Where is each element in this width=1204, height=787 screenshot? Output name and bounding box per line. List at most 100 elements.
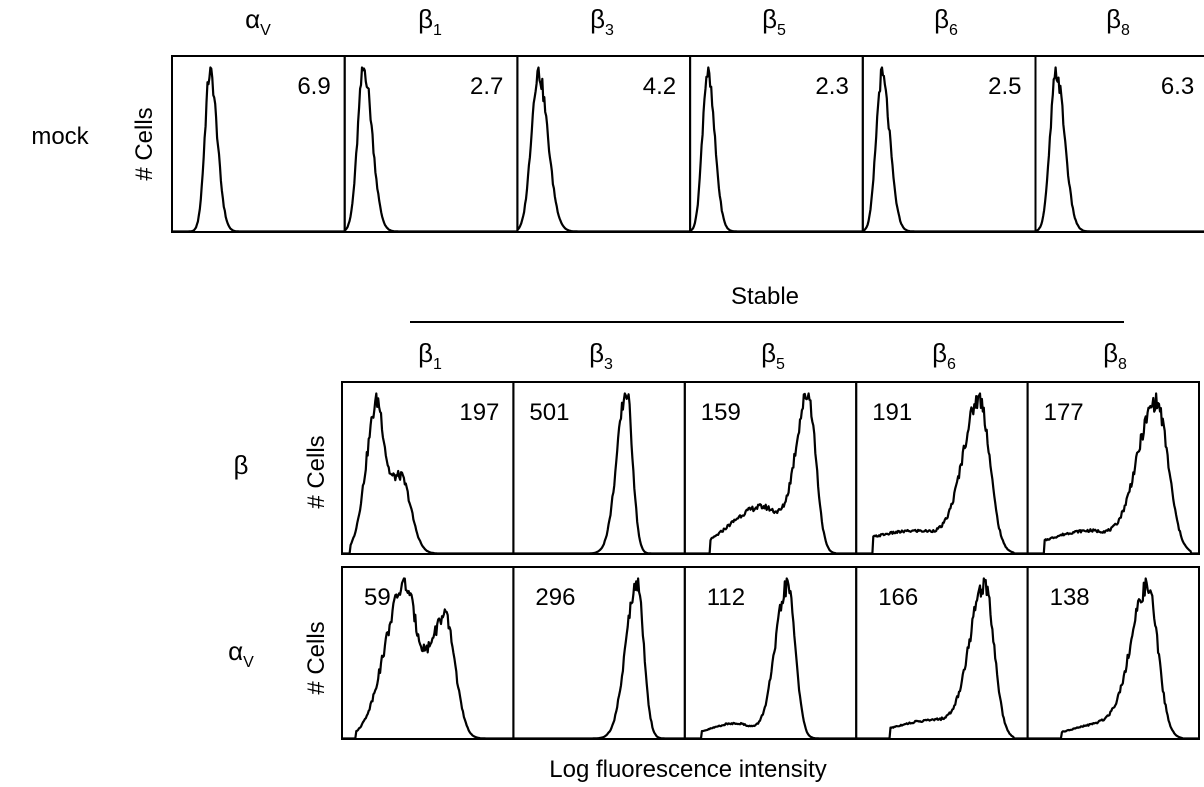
svg-text:β8: β8 bbox=[1103, 338, 1127, 373]
stable-column-header: β3 bbox=[589, 338, 613, 373]
mock-column-header-subscript: V bbox=[260, 22, 271, 39]
mock-panel: 2.3 bbox=[689, 55, 864, 233]
histogram-curve bbox=[341, 392, 514, 555]
histogram-curve bbox=[171, 66, 345, 233]
stable-panel: 159 bbox=[683, 381, 858, 555]
stable-title: Stable bbox=[731, 283, 799, 310]
mock-column-header-subscript: 6 bbox=[949, 22, 958, 39]
histogram-curve bbox=[513, 392, 685, 555]
mfi-value: 59 bbox=[364, 584, 391, 611]
x-axis-label: Log fluorescence intensity bbox=[549, 756, 827, 783]
stable-column-header-subscript: 6 bbox=[947, 356, 956, 373]
stable-column-header-symbol: β bbox=[589, 338, 604, 368]
mock-column-header: αV bbox=[245, 4, 271, 39]
mock-panel: 2.7 bbox=[343, 55, 519, 233]
histogram-curve bbox=[344, 66, 518, 233]
histogram-curve bbox=[1027, 577, 1200, 740]
svg-text:αV: αV bbox=[245, 4, 271, 39]
mock-column-header-subscript: 8 bbox=[1121, 22, 1130, 39]
stable-column-header: β6 bbox=[932, 338, 956, 373]
mock-column-header: β6 bbox=[934, 4, 958, 39]
stable-row-label: αV bbox=[228, 636, 254, 671]
mock-column-header: β3 bbox=[590, 4, 614, 39]
histogram-curve bbox=[1035, 66, 1204, 233]
stable-panel: 138 bbox=[1026, 566, 1200, 740]
svg-text:β1: β1 bbox=[418, 338, 442, 373]
mfi-value: 138 bbox=[1050, 584, 1090, 611]
mock-column-header-subscript: 1 bbox=[433, 22, 442, 39]
stable-column-header-subscript: 5 bbox=[776, 356, 785, 373]
mfi-value: 2.7 bbox=[470, 73, 503, 100]
svg-text:β6: β6 bbox=[934, 4, 958, 39]
mfi-value: 4.2 bbox=[643, 73, 676, 100]
stable-panel: 59 bbox=[341, 566, 515, 740]
mock-column-header: β1 bbox=[418, 4, 442, 39]
stable-panel: 501 bbox=[512, 381, 686, 555]
stable-row-label-symbol: β bbox=[234, 450, 249, 480]
mock-column-header-subscript: 3 bbox=[605, 22, 614, 39]
stable-column-header-symbol: β bbox=[761, 338, 776, 368]
stable-column-header-symbol: β bbox=[1103, 338, 1118, 368]
mock-column-header-symbol: β bbox=[1106, 4, 1121, 34]
mfi-value: 2.3 bbox=[815, 73, 848, 100]
stable-panel: 177 bbox=[1026, 381, 1200, 555]
mock-column-header: β5 bbox=[762, 4, 786, 39]
svg-text:β: β bbox=[234, 450, 249, 480]
histogram-curve bbox=[856, 577, 1028, 740]
mock-column-header-symbol: β bbox=[590, 4, 605, 34]
mock-panel: 2.5 bbox=[861, 55, 1037, 233]
histogram-curve bbox=[689, 66, 863, 233]
stable-panel: 112 bbox=[683, 566, 858, 740]
stable-column-header: β1 bbox=[418, 338, 442, 373]
svg-text:β5: β5 bbox=[762, 4, 786, 39]
stable-column-header: β8 bbox=[1103, 338, 1127, 373]
stable-panel: 191 bbox=[855, 381, 1029, 555]
mock-y-axis-label: # Cells bbox=[131, 107, 158, 180]
mfi-value: 6.9 bbox=[297, 73, 330, 100]
stable-column-header-symbol: β bbox=[418, 338, 433, 368]
mfi-value: 2.5 bbox=[988, 73, 1021, 100]
mfi-value: 501 bbox=[529, 399, 569, 426]
svg-text:β3: β3 bbox=[590, 4, 614, 39]
mfi-value: 197 bbox=[459, 399, 499, 426]
stable-panel: 166 bbox=[855, 566, 1029, 740]
mock-row-label: mock bbox=[31, 123, 89, 150]
stable-row-label-symbol: α bbox=[228, 636, 243, 666]
mock-column-header-subscript: 5 bbox=[777, 22, 786, 39]
svg-text:β1: β1 bbox=[418, 4, 442, 39]
mock-column-header: β8 bbox=[1106, 4, 1130, 39]
mfi-value: 166 bbox=[878, 584, 918, 611]
histogram-curve bbox=[856, 392, 1028, 555]
mfi-value: 6.3 bbox=[1161, 73, 1194, 100]
svg-text:β6: β6 bbox=[932, 338, 956, 373]
mfi-value: 296 bbox=[535, 584, 575, 611]
mfi-value: 159 bbox=[701, 399, 741, 426]
histogram-curve bbox=[1027, 392, 1200, 555]
stable-panel: 296 bbox=[512, 566, 686, 740]
histogram-curve bbox=[341, 577, 514, 740]
mfi-value: 191 bbox=[872, 399, 912, 426]
histogram-curve bbox=[684, 577, 857, 740]
stable-panel: 197 bbox=[341, 381, 515, 555]
stable-column-header-subscript: 8 bbox=[1118, 356, 1127, 373]
stable-column-header-symbol: β bbox=[932, 338, 947, 368]
mock-column-header-symbol: α bbox=[245, 4, 260, 34]
stable-row-label-subscript: V bbox=[243, 654, 254, 671]
svg-text:β3: β3 bbox=[589, 338, 613, 373]
panel-frame bbox=[1026, 566, 1200, 740]
svg-text:β8: β8 bbox=[1106, 4, 1130, 39]
stable-row-label: β bbox=[234, 450, 249, 480]
mock-column-header-symbol: β bbox=[418, 4, 433, 34]
histogram-curve bbox=[516, 66, 691, 233]
mock-panel: 6.9 bbox=[171, 55, 346, 233]
stable-column-header-subscript: 3 bbox=[604, 356, 613, 373]
histogram-curve bbox=[862, 66, 1036, 233]
svg-text:β5: β5 bbox=[761, 338, 785, 373]
mock-column-header-symbol: β bbox=[762, 4, 777, 34]
mfi-value: 177 bbox=[1044, 399, 1084, 426]
stable-column-header-subscript: 1 bbox=[433, 356, 442, 373]
stable-y-axis-label: # Cells bbox=[303, 435, 330, 508]
mock-panel: 4.2 bbox=[516, 55, 692, 233]
stable-y-axis-label: # Cells bbox=[303, 621, 330, 694]
